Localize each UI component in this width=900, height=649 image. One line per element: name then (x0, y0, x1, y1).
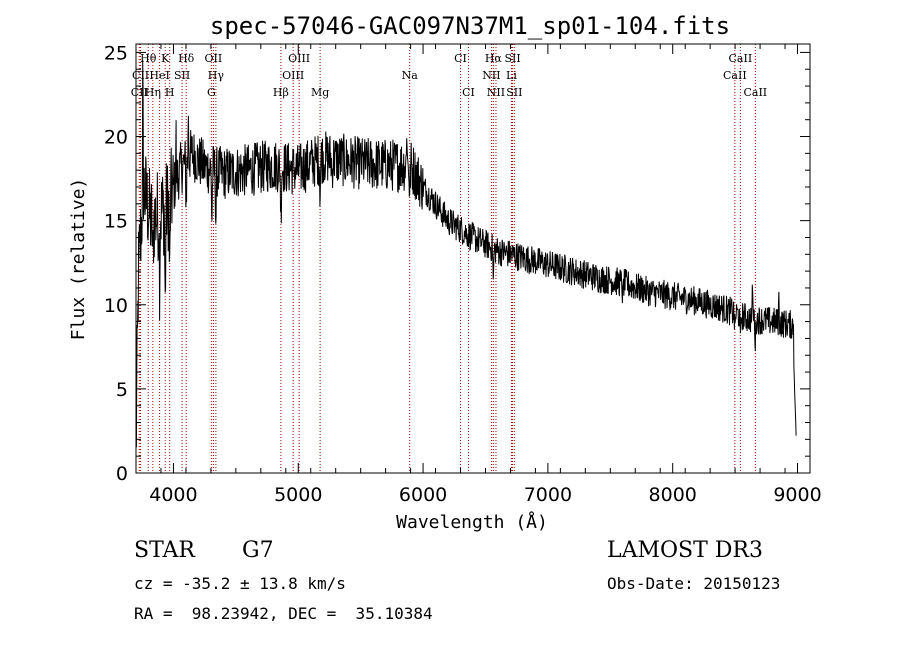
line-marker-label: Hθ (140, 52, 157, 65)
axis-tick-labels: 4000 5000 6000 7000 8000 9000 0 5 10 15 20 25 (104, 42, 822, 506)
line-marker-label: H (165, 86, 175, 99)
line-marker-label: CaII (723, 69, 747, 82)
spectrum-line (135, 59, 797, 448)
line-marker-label: CaII (743, 86, 767, 99)
y-tick-label: 25 (104, 42, 128, 64)
line-marker-label: OII (205, 52, 223, 65)
line-marker-label: Hδ (178, 52, 195, 65)
line-marker-label: Hη (145, 86, 161, 99)
line-marker-label: CI (462, 86, 475, 99)
object-subclass: G7 (242, 538, 274, 563)
line-marker-label: Li (506, 69, 517, 82)
survey-label: LAMOST DR3 (607, 538, 763, 563)
plot-frame (135, 43, 811, 474)
y-tick-label: 20 (104, 127, 128, 149)
x-tick-label: 9000 (773, 484, 821, 506)
y-tick-label: 15 (104, 211, 128, 233)
y-tick-label: 10 (104, 295, 128, 317)
y-tick-label: 5 (116, 379, 128, 401)
line-marker-label: K (161, 52, 170, 65)
y-axis-label: Flux (relative) (68, 178, 89, 341)
line-marker-label: NII (482, 69, 500, 82)
line-marker-label: NII (487, 86, 505, 99)
x-axis-label: Wavelength (Å) (396, 511, 548, 533)
line-marker-label: HeI (149, 69, 169, 82)
line-markers (138, 44, 756, 473)
line-marker-label: Na (402, 69, 419, 82)
x-tick-label: 5000 (274, 484, 322, 506)
x-tick-label: 7000 (524, 484, 572, 506)
coordinates: RA = 98.23942, DEC = 35.10384 (134, 604, 433, 623)
line-marker-label: Hγ (208, 69, 225, 82)
line-marker-label: SII (506, 86, 522, 99)
x-tick-label: 8000 (649, 484, 697, 506)
y-tick-label: 0 (116, 463, 128, 485)
chart-title: spec-57046-GAC097N37M1_sp01-104.fits (210, 12, 730, 40)
line-marker-label: CaII (729, 52, 753, 65)
line-marker-label: G (207, 86, 216, 99)
line-marker-label: SII (174, 69, 190, 82)
line-marker-label: SII (504, 52, 520, 65)
line-marker-label: CI (454, 52, 467, 65)
line-marker-label: Hβ (273, 86, 289, 99)
line-marker-label: Hα (485, 52, 503, 65)
line-marker-label: OIII (288, 52, 310, 65)
obs-date: Obs-Date: 20150123 (607, 574, 781, 593)
line-marker-label: Mg (311, 86, 329, 99)
line-marker-label: CII (132, 69, 149, 82)
x-tick-label: 4000 (149, 484, 197, 506)
x-tick-label: 6000 (399, 484, 447, 506)
redshift-readout: cz = -35.2 ± 13.8 km/s (134, 574, 346, 593)
line-marker-label: OIII (282, 69, 304, 82)
object-class: STAR (134, 538, 195, 563)
axis-ticks (135, 44, 811, 474)
